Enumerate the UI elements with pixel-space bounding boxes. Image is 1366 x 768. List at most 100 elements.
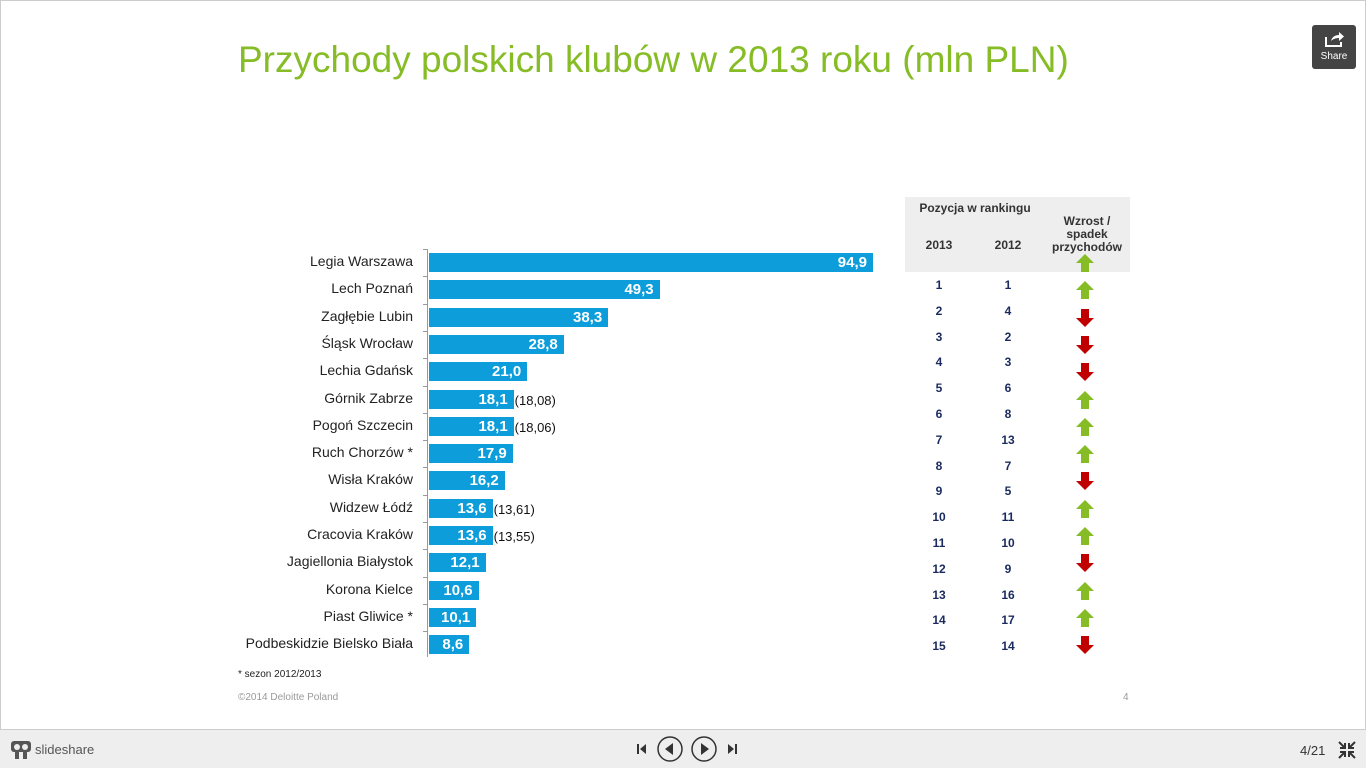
share-label: Share: [1320, 51, 1348, 62]
next-slide-button[interactable]: [690, 735, 718, 763]
last-slide-button[interactable]: [726, 743, 738, 755]
precise-value-note: (18,06): [514, 419, 556, 435]
axis-tick: [423, 276, 427, 278]
category-label: Lech Poznań: [331, 280, 413, 297]
data-label: 18,1: [478, 417, 508, 435]
rank-2013: 2: [935, 303, 943, 318]
rank-2013: 1: [935, 278, 943, 292]
precise-value-note: (13,55): [493, 529, 535, 544]
axis-tick: [423, 249, 427, 250]
rank-2013: 15: [932, 639, 946, 654]
rank-2012: 4: [1004, 303, 1012, 318]
arrow-up-icon: [1076, 581, 1094, 600]
data-label: 49,3: [624, 281, 654, 299]
page-counter: 4/21: [1300, 743, 1326, 758]
axis-tick: [423, 358, 427, 360]
rank-2012: 5: [1004, 484, 1012, 499]
slide: Przychody polskich klubów w 2013 roku (m…: [0, 0, 1366, 730]
category-label: Wisła Kraków: [328, 471, 413, 488]
col-change: Wzrost / spadek przychodów: [1051, 214, 1122, 254]
player-bar: slideshare 4/21: [0, 730, 1366, 768]
rank-2012: 11: [1001, 510, 1015, 525]
axis-tick: [423, 603, 427, 605]
axis-tick: [423, 467, 427, 469]
arrow-down-icon: [1076, 636, 1094, 655]
rank-2012: 14: [1001, 639, 1015, 654]
rank-2012: 7: [1004, 458, 1012, 473]
bar: 18,1: [429, 389, 514, 409]
data-label: 8,6: [442, 636, 464, 654]
arrow-up-icon: [1076, 445, 1094, 464]
rank-2013: 7: [935, 432, 943, 447]
axis-tick: [423, 330, 427, 332]
bar: 18,1: [429, 416, 514, 436]
rank-2012: 17: [1001, 613, 1015, 628]
exit-fullscreen-icon[interactable]: [1338, 741, 1356, 759]
category-label: Pogoń Szczecin: [312, 416, 413, 433]
data-label: 38,3: [572, 308, 603, 326]
category-label: Podbeskidzie Bielsko Biała: [245, 635, 413, 652]
rank-2012: 9: [1004, 561, 1012, 576]
rank-2012: 16: [1001, 587, 1015, 602]
arrow-up-icon: [1076, 499, 1094, 518]
rank-2013: 11: [932, 536, 946, 550]
data-label: 13,6: [457, 499, 487, 517]
category-label: Lechia Gdańsk: [319, 362, 413, 379]
data-label: 10,6: [443, 581, 473, 599]
data-label: 94,9: [837, 254, 867, 271]
arrow-up-icon: [1076, 527, 1094, 545]
axis-tick: [423, 412, 427, 414]
copyright: ©2014 Deloitte Poland: [238, 692, 339, 703]
axis-tick: [423, 549, 427, 551]
arrow-down-icon: [1076, 308, 1094, 327]
rank-2013: 12: [932, 561, 946, 576]
arrow-down-icon: [1076, 472, 1094, 491]
previous-slide-button[interactable]: [656, 735, 684, 763]
first-slide-button[interactable]: [636, 743, 648, 755]
rank-2012: 10: [1001, 536, 1015, 550]
bar: 28,8: [429, 334, 564, 354]
col-2013: 2013: [925, 238, 953, 252]
bar: 17,9: [429, 444, 513, 464]
arrow-up-icon: [1076, 254, 1094, 272]
rank-2013: 3: [935, 329, 943, 344]
bar: 10,1: [429, 607, 477, 627]
category-label: Górnik Zabrze: [324, 389, 413, 406]
axis-tick: [423, 385, 427, 387]
arrow-down-icon: [1076, 554, 1094, 573]
data-label: 12,1: [450, 554, 480, 572]
slide-title: Przychody polskich klubów w 2013 roku (m…: [238, 39, 1069, 80]
bar: 10,6: [429, 580, 479, 600]
share-button[interactable]: Share: [1312, 25, 1356, 69]
rank-2012: 6: [1004, 381, 1012, 396]
data-label: 10,1: [441, 608, 471, 626]
arrow-up-icon: [1076, 281, 1094, 300]
data-label: 16,2: [469, 472, 499, 490]
arrow-up-icon: [1076, 608, 1094, 627]
bar: 8,6: [429, 635, 470, 655]
category-label: Śląsk Wrocław: [321, 334, 413, 351]
category-label: Ruch Chorzów *: [311, 444, 413, 461]
arrow-up-icon: [1076, 417, 1094, 436]
data-label: 21,0: [492, 363, 522, 381]
rank-2013: 8: [935, 458, 943, 473]
rank-2013: 14: [932, 613, 946, 628]
ranking-header: Pozycja w rankingu: [919, 201, 1031, 215]
axis-tick: [423, 576, 427, 578]
bar: 21,0: [429, 362, 528, 382]
axis-tick: [423, 522, 427, 523]
slideshare-logo-icon: [11, 741, 31, 759]
rank-2012: 1: [1004, 278, 1012, 292]
rank-2013: 4: [935, 355, 943, 370]
axis-tick: [423, 303, 427, 305]
rank-2012: 3: [1004, 355, 1012, 370]
arrow-down-icon: [1076, 363, 1094, 382]
precise-value-note: (13,61): [493, 501, 535, 517]
rank-2012: 2: [1004, 329, 1012, 344]
col-2012: 2012: [994, 238, 1022, 252]
rank-2013: 6: [935, 407, 943, 421]
axis-tick: [423, 631, 427, 633]
category-label: Widzew Łódź: [329, 498, 413, 515]
brand-label: slideshare: [35, 742, 95, 757]
bar: 13,6: [429, 498, 493, 518]
